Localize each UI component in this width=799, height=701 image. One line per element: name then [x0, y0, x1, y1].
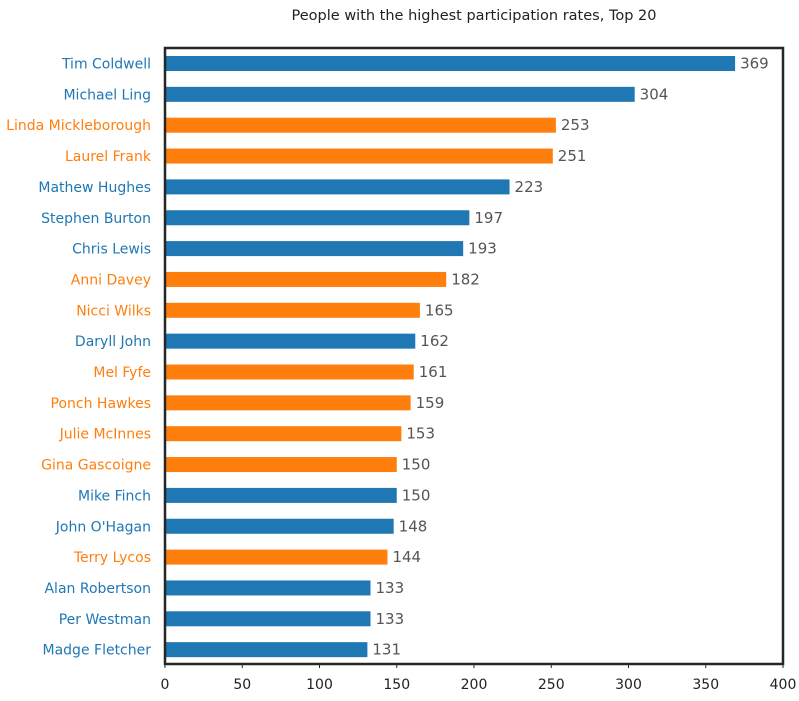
x-tick-label: 250: [538, 677, 565, 693]
category-label: John O'Hagan: [55, 519, 151, 535]
bar: [165, 487, 397, 503]
category-label: Anni Davey: [71, 272, 151, 288]
x-tick-label: 50: [233, 677, 251, 693]
value-label: 223: [515, 178, 544, 196]
category-label: Alan Robertson: [44, 581, 151, 597]
bar: [165, 117, 556, 133]
category-label: Julie McInnes: [59, 427, 151, 443]
value-label: 251: [558, 147, 587, 165]
category-label: Mel Fyfe: [93, 365, 151, 381]
value-label: 150: [402, 456, 431, 474]
value-label: 148: [399, 517, 428, 535]
category-label: Per Westman: [59, 612, 151, 628]
category-label: Stephen Burton: [41, 211, 151, 227]
value-label: 162: [420, 332, 449, 350]
plot-frame: [163, 46, 785, 666]
bar: [165, 333, 416, 349]
x-tick-label: 300: [615, 677, 642, 693]
category-label: Michael Ling: [63, 87, 151, 103]
value-label: 159: [416, 394, 445, 412]
value-label: 150: [402, 486, 431, 504]
category-label: Madge Fletcher: [43, 643, 152, 659]
value-label: 165: [425, 301, 454, 319]
category-label: Gina Gascoigne: [41, 458, 151, 474]
category-label: Terry Lycos: [73, 550, 151, 566]
bar: [165, 457, 397, 473]
bar: [165, 580, 371, 596]
value-label: 369: [740, 55, 769, 73]
value-label: 133: [375, 579, 404, 597]
bar: [165, 148, 553, 164]
x-tick-label: 100: [306, 677, 333, 693]
value-label: 253: [561, 116, 590, 134]
category-label: Tim Coldwell: [61, 57, 151, 73]
bar: [165, 179, 510, 195]
x-tick-label: 350: [692, 677, 719, 693]
bar: [165, 642, 368, 658]
value-label: 182: [451, 270, 480, 288]
bar: [165, 426, 402, 442]
category-label: Chris Lewis: [72, 242, 151, 258]
value-label: 161: [419, 363, 448, 381]
category-label: Laurel Frank: [65, 149, 152, 165]
category-label: Nicci Wilks: [76, 303, 151, 319]
x-tick-label: 200: [461, 677, 488, 693]
bar: [165, 611, 371, 627]
value-label: 304: [640, 85, 669, 103]
category-label: Daryll John: [75, 334, 151, 350]
bar: [165, 56, 736, 71]
value-label: 144: [392, 548, 421, 566]
bar: [165, 549, 388, 565]
x-axis: 0 50 100 150 200 250 300 350 400: [161, 664, 797, 693]
value-labels: 369 304 253 251 223 197 193 182 165 162 161 159 153 1…: [372, 55, 768, 659]
value-label: 153: [406, 425, 435, 443]
category-labels: Tim Coldwell Michael Ling Linda Mickleboro…: [6, 57, 152, 659]
value-label: 131: [372, 641, 401, 659]
bar: [165, 518, 394, 534]
chart-title: People with the highest participation ra…: [291, 8, 657, 24]
bar: [165, 395, 411, 411]
category-label: Mathew Hughes: [38, 180, 151, 196]
value-label: 197: [474, 209, 503, 227]
x-tick-label: 150: [383, 677, 410, 693]
bar: [165, 241, 464, 257]
bar: [165, 302, 420, 318]
value-label: 133: [375, 610, 404, 628]
x-tick-label: 0: [161, 677, 170, 693]
category-label: Linda Mickleborough: [6, 118, 151, 134]
value-label: 193: [468, 240, 497, 258]
bar: [165, 210, 470, 226]
bars-layer: [165, 56, 736, 658]
x-tick-label: 400: [770, 677, 797, 693]
category-label: Ponch Hawkes: [51, 396, 151, 412]
bar: [165, 364, 414, 380]
bar: [165, 86, 635, 102]
category-label: Mike Finch: [78, 488, 151, 504]
bar: [165, 271, 447, 287]
